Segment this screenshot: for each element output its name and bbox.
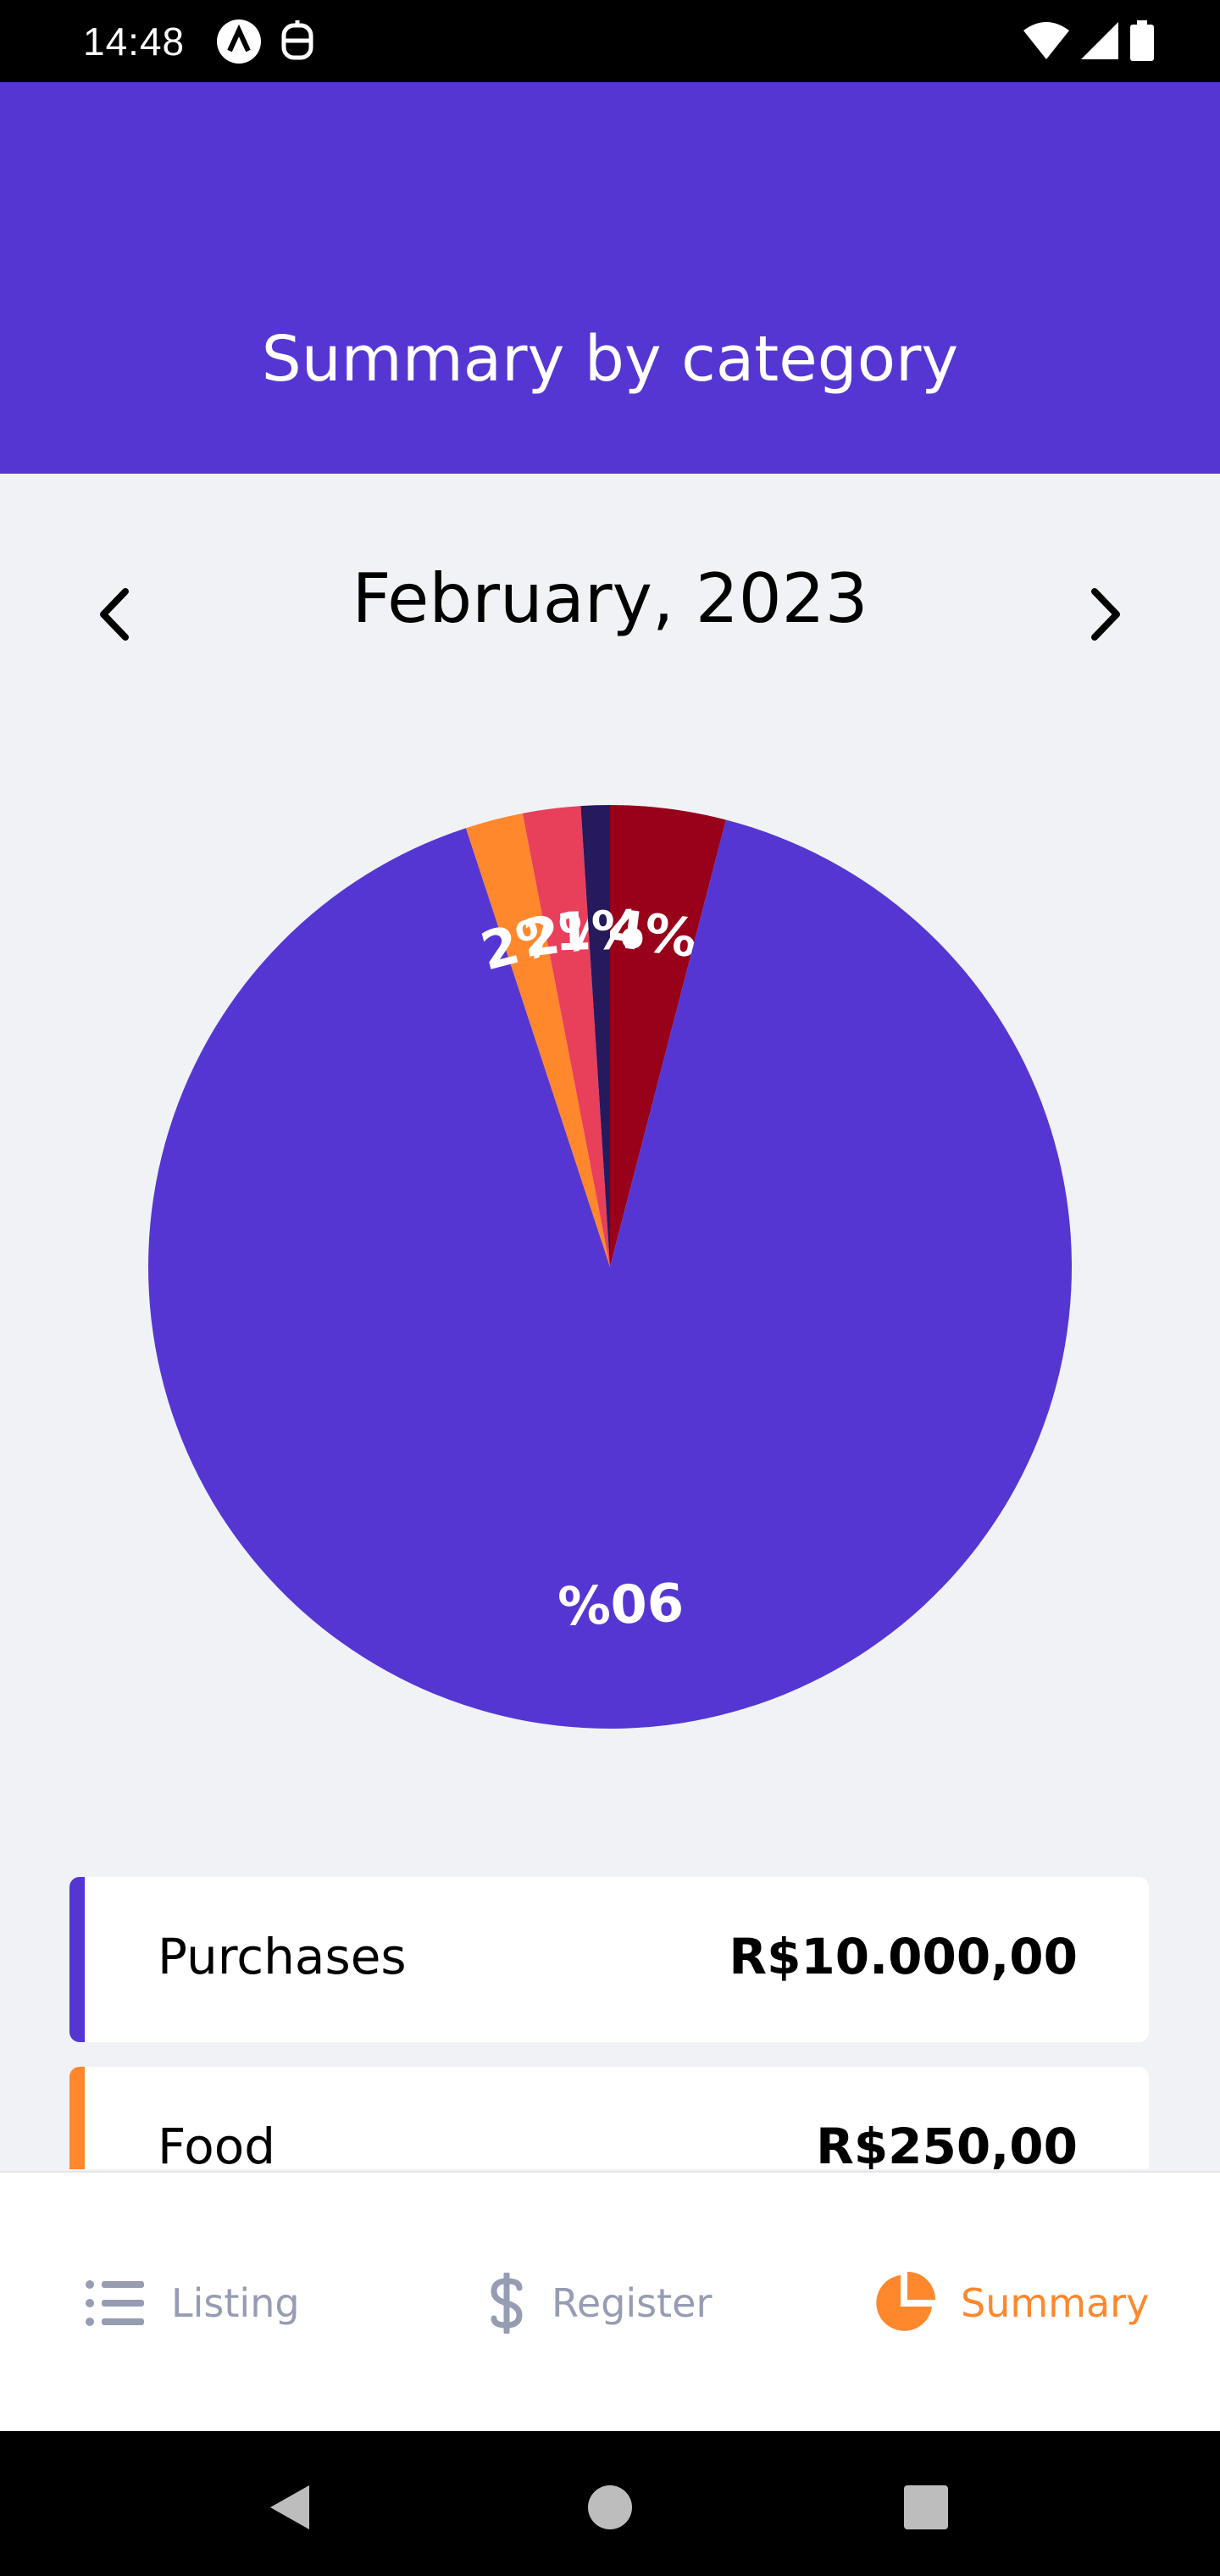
pie-chart-svg: 4%90%2%2%1% xyxy=(147,805,1072,1729)
a-icon xyxy=(216,19,262,68)
pie-slice-label: 4% xyxy=(604,897,701,970)
category-name: Purchases xyxy=(158,1928,407,1985)
pie-slice-label: 1% xyxy=(554,898,646,963)
category-amount: R$250,00 xyxy=(816,2118,1078,2169)
pie-chart: 4% 90% 2% 2% 1% xyxy=(0,780,1220,1746)
home-button[interactable] xyxy=(568,2465,652,2550)
back-icon xyxy=(270,2485,309,2529)
pie-slice xyxy=(580,805,610,1267)
home-icon xyxy=(588,2485,632,2529)
tab-summary[interactable]: Summary xyxy=(873,2173,1149,2433)
tab-summary-label: Summary xyxy=(961,2279,1150,2326)
battery-icon xyxy=(1130,20,1154,64)
pie-slice xyxy=(147,819,1072,1729)
recents-icon xyxy=(904,2485,948,2529)
next-month-button[interactable] xyxy=(1059,568,1152,661)
pie-slice xyxy=(610,805,726,1267)
category-amount: R$10.000,00 xyxy=(729,1928,1078,1985)
pie-slice xyxy=(522,806,610,1267)
pie-slice-label: 90% xyxy=(557,1570,685,1636)
list-icon xyxy=(86,2279,144,2326)
shield-icon xyxy=(280,20,314,66)
chevron-right-icon xyxy=(1091,588,1120,641)
month-selector: February, 2023 xyxy=(0,508,1220,695)
status-bar: 14:48 xyxy=(0,0,1220,82)
signal-icon xyxy=(1081,22,1118,63)
header: Summary by category xyxy=(0,82,1220,474)
back-button[interactable] xyxy=(248,2465,333,2550)
bottom-tab-bar: Listing Register Summary xyxy=(0,2171,1220,2431)
recents-button[interactable] xyxy=(884,2465,968,2550)
tab-register[interactable]: Register xyxy=(487,2173,712,2433)
category-color-stripe xyxy=(69,2067,85,2169)
chevron-left-icon xyxy=(100,588,129,641)
category-card-food[interactable]: Food R$250,00 xyxy=(69,2067,1149,2169)
wifi-icon xyxy=(1023,22,1069,63)
month-label: February, 2023 xyxy=(352,559,868,638)
dollar-icon xyxy=(491,2272,523,2334)
category-list: Purchases R$10.000,00 Food R$250,00 xyxy=(69,1877,1149,2169)
tab-listing[interactable]: Listing xyxy=(85,2173,300,2433)
category-name: Food xyxy=(158,2118,276,2169)
previous-month-button[interactable] xyxy=(68,568,161,661)
pie-slice xyxy=(465,813,610,1267)
category-color-stripe xyxy=(69,1877,85,2042)
tab-register-label: Register xyxy=(552,2279,713,2326)
page-title: Summary by category xyxy=(261,323,959,396)
category-card-purchases[interactable]: Purchases R$10.000,00 xyxy=(69,1877,1149,2042)
tab-listing-label: Listing xyxy=(171,2279,300,2326)
system-navigation-bar xyxy=(0,2431,1220,2576)
status-time: 14:48 xyxy=(83,19,186,64)
pie-chart-icon xyxy=(876,2271,935,2331)
